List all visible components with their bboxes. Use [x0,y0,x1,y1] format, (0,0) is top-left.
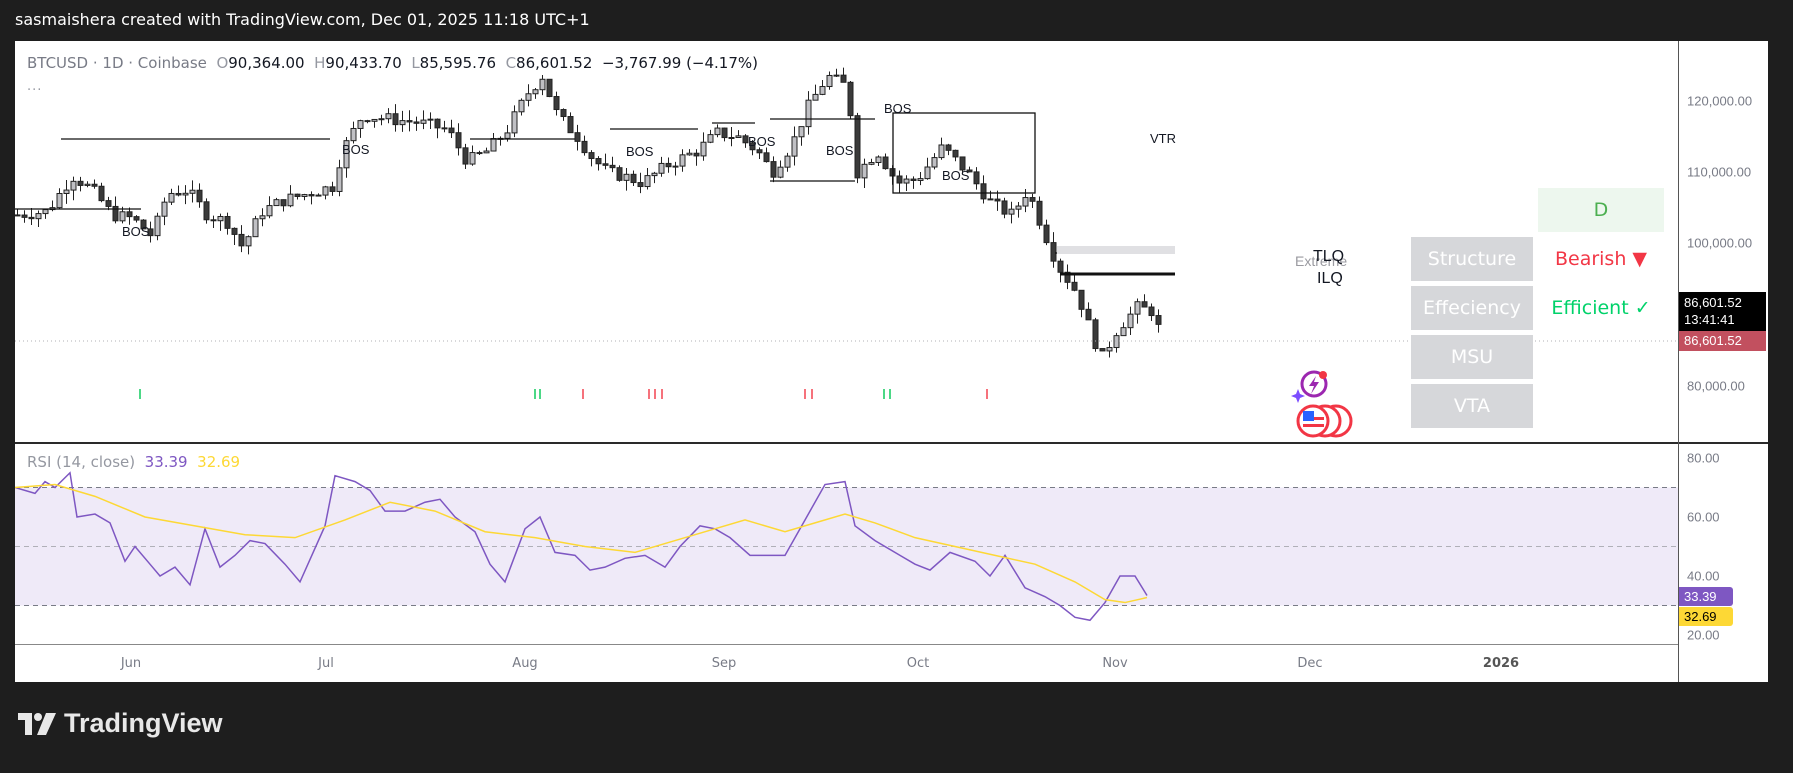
main-price-pane[interactable]: BTCUSD · 1D · Coinbase O90,364.00 H90,43… [15,41,1678,442]
rsi-tick: 80.00 [1687,450,1720,466]
rsi-tick: 60.00 [1687,509,1720,525]
tradingview-logo-icon [18,712,56,735]
bos-label: BOS [748,134,776,149]
time-label-dec: Dec [1297,656,1323,671]
price-scale[interactable]: 120,000.00 110,000.00 100,000.00 80,000.… [1679,41,1768,442]
price-tick: 80,000.00 [1687,378,1745,394]
rsi-svg [15,471,1678,622]
msu-label: MSU [1411,335,1533,379]
close-price-tag: 86,601.52 [1679,331,1766,351]
rsi-ma-value: 32.69 [197,453,241,471]
time-axis[interactable]: Jun Jul Aug Sep Oct Nov Dec 2026 [15,644,1678,683]
tlq-label: TLQ [1313,248,1345,265]
symbol-legend[interactable]: BTCUSD · 1D · Coinbase O90,364.00 H90,43… [27,54,758,72]
rsi-scale[interactable]: 80.00 60.00 40.00 20.00 [1679,443,1768,644]
bar-countdown: 13:41:41 [1684,312,1735,327]
rsi-tick: 20.00 [1687,627,1720,643]
vta-label: VTA [1411,384,1533,428]
caption: sasmaishera created with TradingView.com… [15,10,590,29]
ai-insight-icon[interactable] [1290,367,1332,403]
structure-value: Bearish ▼ [1554,248,1648,270]
pane-separator[interactable] [15,442,1768,444]
time-label-sep: Sep [711,656,737,671]
last-price-tag: 86,601.52 13:41:41 [1679,292,1766,331]
time-label-aug: Aug [512,656,538,671]
price-tick: 120,000.00 [1687,93,1753,109]
us-economic-events-icon[interactable] [1295,403,1353,439]
time-label-oct: Oct [906,656,930,671]
ilq-label: ILQ [1317,270,1343,287]
timeframe-cell: D [1538,188,1664,232]
structure-label: Structure [1411,237,1533,281]
time-label-jun: Jun [120,656,142,671]
time-label-2026: 2026 [1482,656,1520,671]
open-value: 90,364.00 [228,54,305,72]
extreme-label: Extreme [1295,253,1348,269]
rsi-pane[interactable]: RSI (14, close) 33.39 32.69 [15,443,1678,644]
bos-label: BOS [826,143,854,158]
rsi-title: RSI (14, close) [27,453,136,471]
high-value: 90,433.70 [325,54,402,72]
efficiency-value: Efficient ✓ [1551,297,1651,319]
symbol-name[interactable]: BTCUSD · 1D · Coinbase [27,54,207,72]
tradingview-logo[interactable]: TradingView [18,708,223,739]
rsi-value: 33.39 [144,453,188,471]
candles-svg [15,67,1678,399]
bos-label: BOS [122,224,150,239]
bos-label: BOS [884,101,912,116]
rsi-tick: 40.00 [1687,568,1720,584]
price-tick: 110,000.00 [1687,164,1752,180]
price-scale-border [1678,41,1679,682]
low-value: 85,595.76 [419,54,497,72]
bos-label: BOS [342,142,370,157]
more-indicators-button[interactable]: ... [27,79,43,94]
bos-label: BOS [626,144,654,159]
tradingview-brand: TradingView [64,708,223,738]
price-tick: 100,000.00 [1687,235,1753,251]
time-label-nov: Nov [1102,656,1128,671]
rsi-ma-value-tag: 32.69 [1679,607,1733,626]
close-value: 86,601.52 [516,54,593,72]
efficiency-label: Effeciency [1411,286,1533,330]
chart-frame: BTCUSD · 1D · Coinbase O90,364.00 H90,43… [15,41,1768,682]
bos-label: BOS [942,168,970,183]
vtr-label: VTR [1150,131,1176,146]
change-value: −3,767.99 (−4.17%) [601,54,758,72]
time-label-jul: Jul [318,656,334,671]
rsi-value-tag: 33.39 [1679,587,1733,606]
rsi-legend[interactable]: RSI (14, close) 33.39 32.69 [27,453,240,471]
